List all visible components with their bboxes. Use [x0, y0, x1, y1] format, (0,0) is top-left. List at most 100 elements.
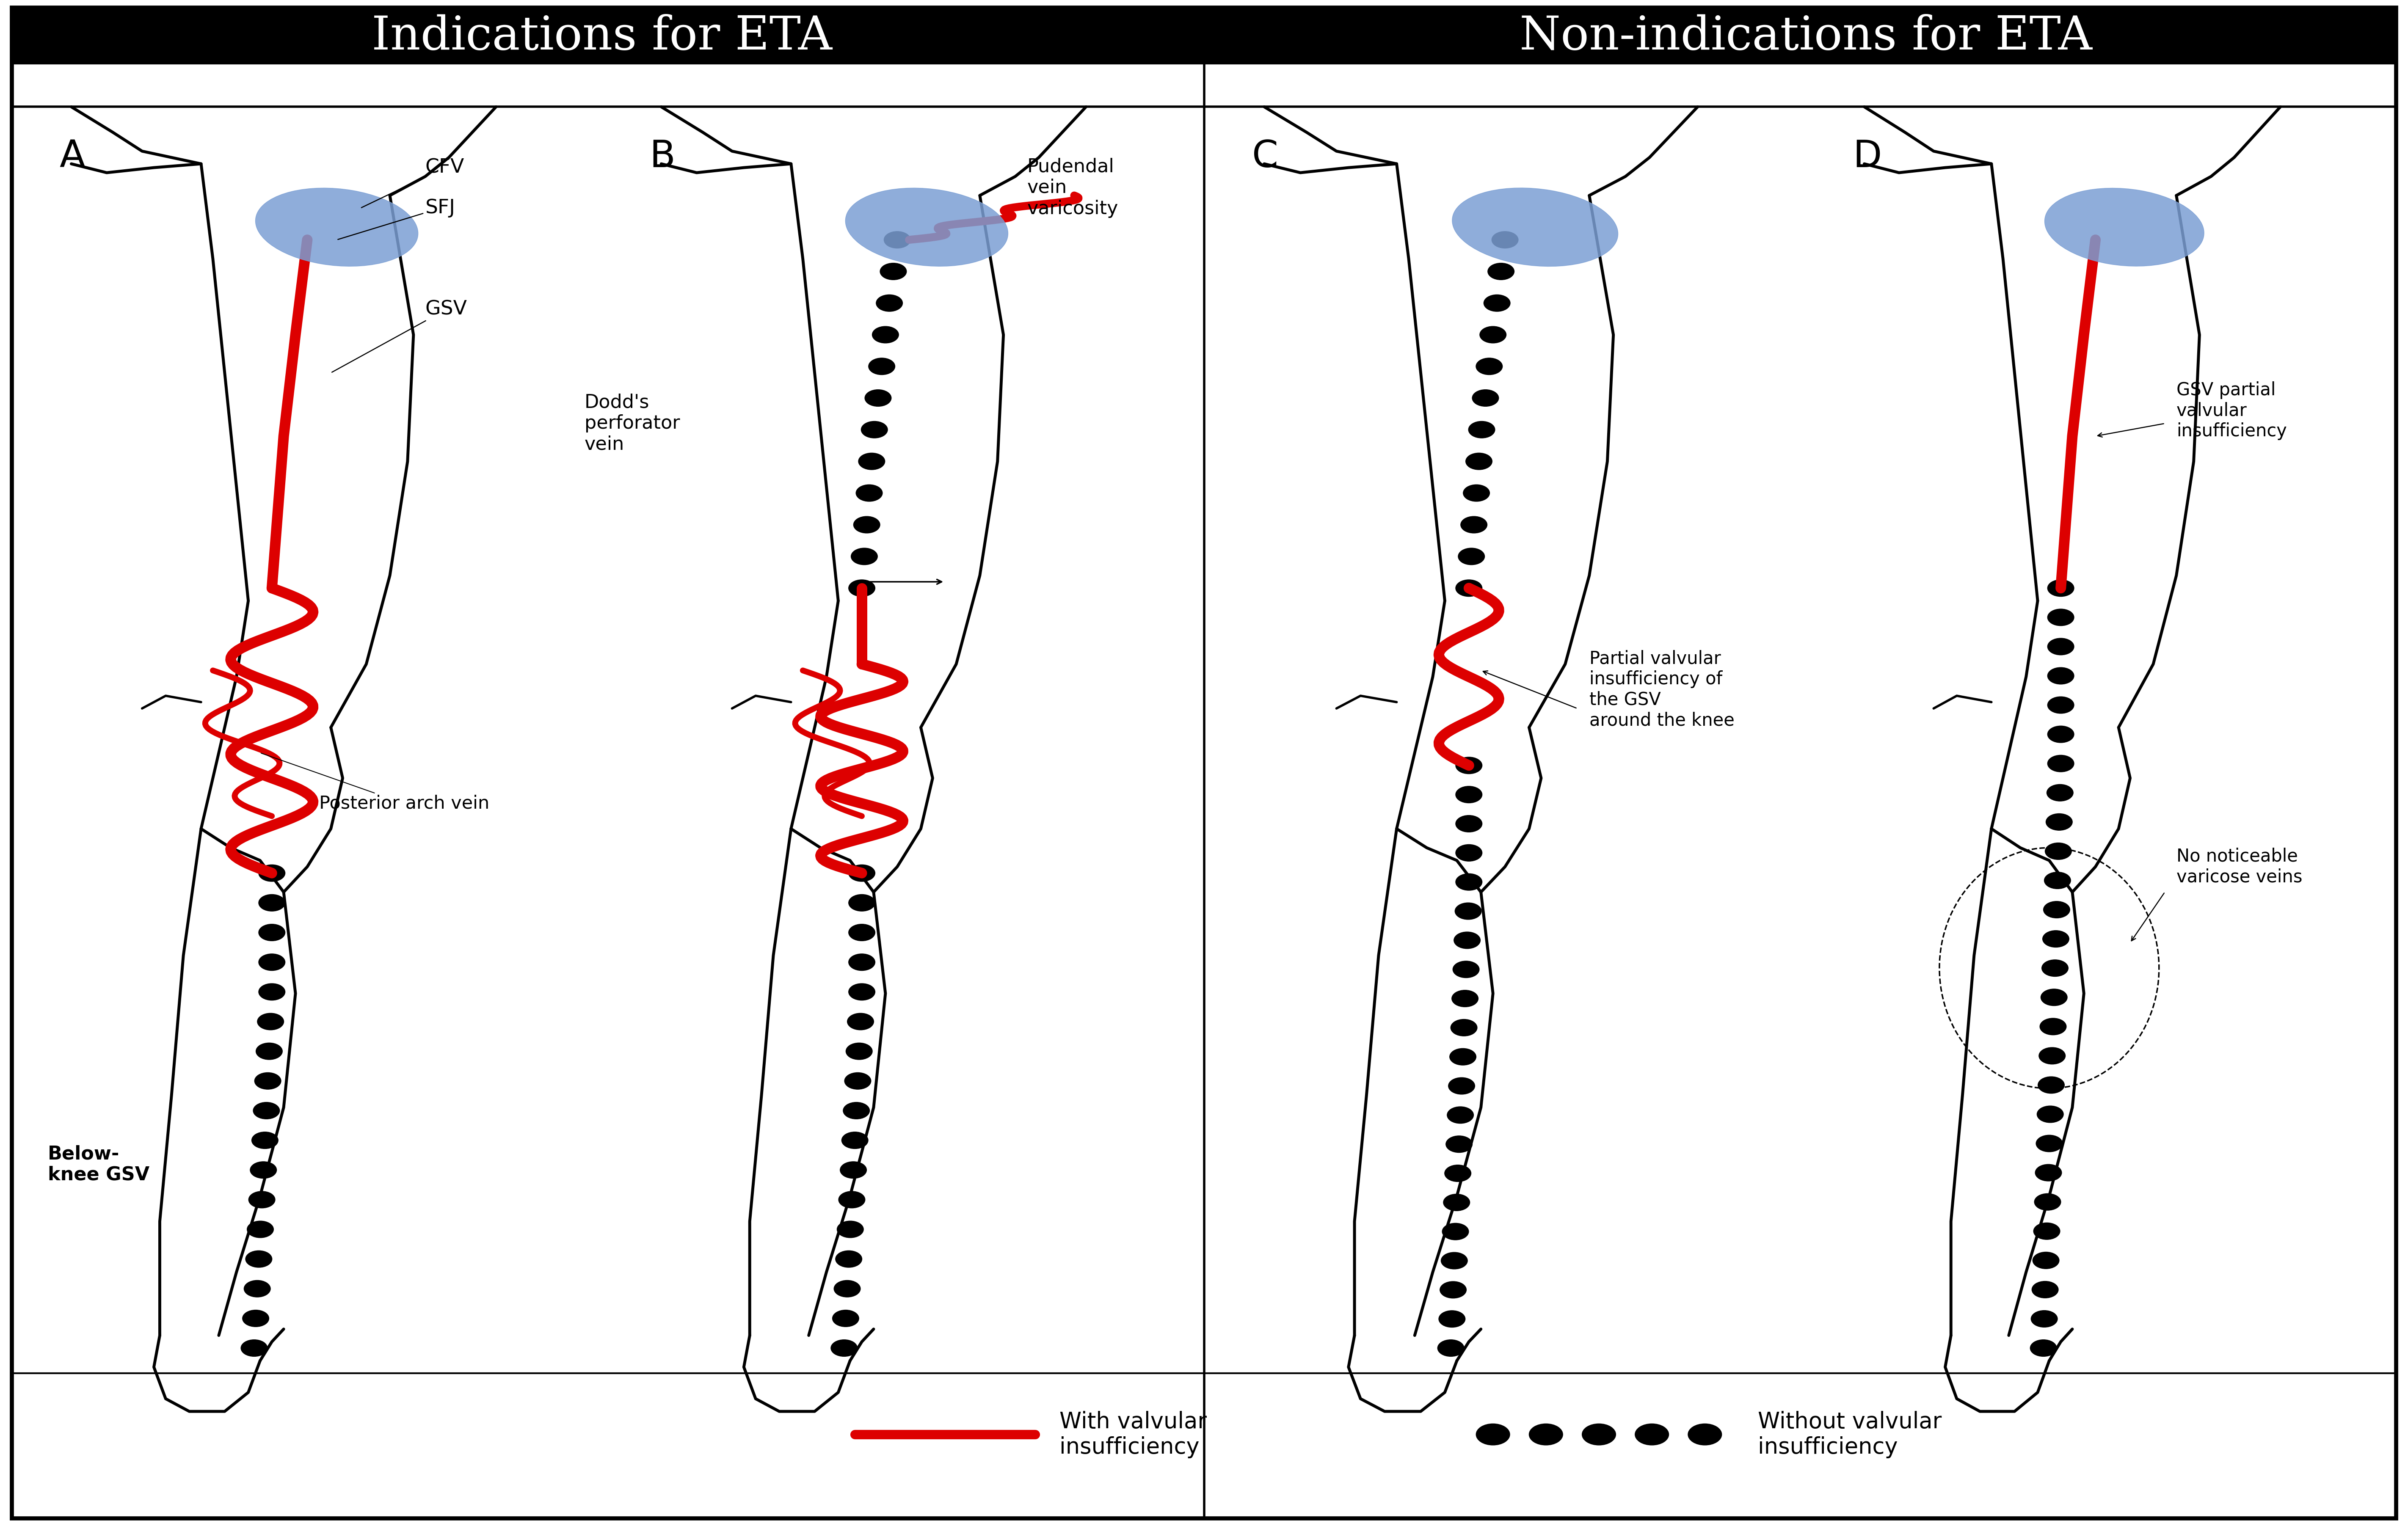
Circle shape — [1635, 1424, 1669, 1445]
Circle shape — [1452, 961, 1479, 978]
Circle shape — [845, 1073, 872, 1090]
Circle shape — [1493, 232, 1517, 249]
Circle shape — [1442, 1193, 1469, 1210]
Circle shape — [2030, 1340, 2056, 1357]
Circle shape — [843, 1102, 869, 1119]
Circle shape — [255, 1073, 282, 1090]
Circle shape — [862, 421, 889, 438]
Circle shape — [2042, 931, 2068, 948]
Circle shape — [255, 1042, 282, 1059]
Circle shape — [1462, 516, 1488, 533]
Circle shape — [2032, 1282, 2059, 1299]
Circle shape — [869, 359, 896, 375]
Circle shape — [872, 327, 898, 343]
Circle shape — [2044, 842, 2071, 859]
Text: GSV partial
valvular
insufficiency: GSV partial valvular insufficiency — [2177, 382, 2288, 441]
Circle shape — [2037, 1135, 2064, 1152]
Circle shape — [848, 865, 874, 882]
Circle shape — [1464, 485, 1491, 502]
Circle shape — [833, 1280, 860, 1297]
Circle shape — [1481, 327, 1507, 343]
Circle shape — [2047, 580, 2073, 597]
Circle shape — [243, 1280, 270, 1297]
Circle shape — [1454, 903, 1481, 920]
Circle shape — [1450, 1048, 1476, 1065]
Circle shape — [2047, 755, 2073, 772]
Circle shape — [852, 516, 879, 533]
Circle shape — [855, 485, 881, 502]
Circle shape — [1454, 873, 1481, 890]
Circle shape — [1438, 1311, 1464, 1328]
Text: CFV: CFV — [361, 159, 465, 208]
Circle shape — [843, 1132, 869, 1149]
Circle shape — [253, 1132, 279, 1149]
Circle shape — [1440, 1253, 1466, 1270]
Circle shape — [241, 1340, 267, 1357]
Circle shape — [1454, 580, 1481, 597]
Circle shape — [2037, 1106, 2064, 1123]
Circle shape — [258, 865, 284, 882]
Circle shape — [248, 1221, 275, 1238]
Ellipse shape — [1452, 188, 1618, 267]
Circle shape — [838, 1221, 864, 1238]
Circle shape — [248, 1192, 275, 1209]
Circle shape — [1471, 389, 1498, 406]
Circle shape — [857, 453, 884, 470]
Text: Pudendal
vein
varicosity: Pudendal vein varicosity — [1026, 157, 1117, 218]
Circle shape — [1466, 453, 1493, 470]
Circle shape — [1476, 359, 1503, 375]
Circle shape — [2047, 638, 2073, 655]
Circle shape — [258, 954, 284, 971]
Circle shape — [831, 1340, 857, 1357]
Circle shape — [2032, 1222, 2059, 1239]
Circle shape — [879, 262, 905, 279]
Circle shape — [258, 1013, 284, 1030]
Text: B: B — [650, 139, 674, 175]
Circle shape — [2047, 609, 2073, 626]
Circle shape — [2044, 871, 2071, 888]
Text: Dodd's
perforator
vein: Dodd's perforator vein — [585, 394, 679, 453]
Circle shape — [2040, 1047, 2066, 1064]
Circle shape — [1445, 1164, 1471, 1181]
Circle shape — [2047, 697, 2073, 714]
Circle shape — [1483, 295, 1510, 311]
Circle shape — [2035, 1164, 2061, 1181]
Circle shape — [2040, 1018, 2066, 1035]
Text: Posterior arch vein: Posterior arch vein — [260, 754, 489, 812]
Text: With valvular
insufficiency: With valvular insufficiency — [1060, 1410, 1206, 1459]
Circle shape — [1529, 1424, 1563, 1445]
Circle shape — [2035, 1193, 2061, 1210]
Circle shape — [848, 954, 874, 971]
Circle shape — [258, 894, 284, 911]
Circle shape — [1469, 421, 1495, 438]
Ellipse shape — [255, 188, 419, 266]
Circle shape — [848, 983, 874, 1000]
Text: SFJ: SFJ — [337, 198, 455, 240]
Circle shape — [2047, 667, 2073, 684]
Circle shape — [884, 232, 910, 249]
Circle shape — [848, 1013, 874, 1030]
Text: Partial valvular
insufficiency of
the GSV
around the knee: Partial valvular insufficiency of the GS… — [1589, 650, 1734, 729]
Circle shape — [1452, 990, 1479, 1007]
Text: D: D — [1852, 139, 1881, 175]
Circle shape — [1445, 1135, 1471, 1152]
Circle shape — [848, 925, 874, 942]
Circle shape — [1447, 1077, 1474, 1094]
Text: No noticeable
varicose veins: No noticeable varicose veins — [2177, 847, 2302, 887]
Circle shape — [1454, 757, 1481, 774]
Circle shape — [253, 1102, 279, 1119]
Circle shape — [1454, 932, 1481, 949]
Text: GSV: GSV — [332, 301, 467, 372]
Circle shape — [2047, 726, 2073, 743]
Circle shape — [2037, 1077, 2064, 1094]
Circle shape — [1688, 1424, 1722, 1445]
Circle shape — [845, 1042, 872, 1059]
Circle shape — [2042, 989, 2068, 1006]
Circle shape — [2044, 902, 2071, 919]
Circle shape — [1454, 786, 1481, 803]
Circle shape — [1454, 844, 1481, 861]
Circle shape — [836, 1251, 862, 1268]
Circle shape — [838, 1192, 864, 1209]
Circle shape — [848, 894, 874, 911]
Circle shape — [2047, 813, 2073, 830]
